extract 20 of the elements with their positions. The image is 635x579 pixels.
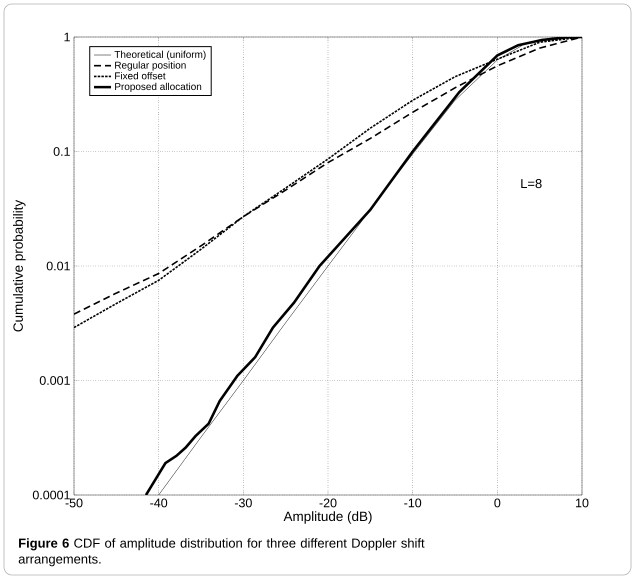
legend-label: Proposed allocation	[115, 82, 202, 92]
legend-label: Theoretical (uniform)	[114, 50, 206, 60]
y-axis-title: Cumulative probability	[13, 200, 26, 332]
x-tick-label: 0	[494, 498, 500, 508]
y-tick-label: 1	[64, 32, 70, 42]
text: Figure 6 CDF of amplitude distribution for three different Doppler shift arrangements.	[18, 538, 425, 566]
x-tick-label: -40	[150, 498, 168, 508]
x-axis-title: Amplitude (dB)	[284, 511, 372, 524]
y-tick-label: 0.01	[46, 262, 70, 270]
legend-label: Fixed offset	[115, 72, 166, 80]
y-tick-label: 0.1	[54, 147, 70, 156]
x-tick-label: -50	[66, 498, 83, 508]
x-tick-label: 10	[576, 498, 588, 508]
x-tick-label: -30	[234, 498, 252, 508]
x-tick-label: -20	[320, 498, 337, 508]
y-tick-label: 0.0001	[32, 490, 70, 500]
y-tick-label: 0.001	[40, 376, 70, 385]
annotation: L=8	[521, 178, 542, 188]
x-tick-label: -10	[404, 498, 422, 508]
legend-label: Regular position	[115, 61, 186, 71]
